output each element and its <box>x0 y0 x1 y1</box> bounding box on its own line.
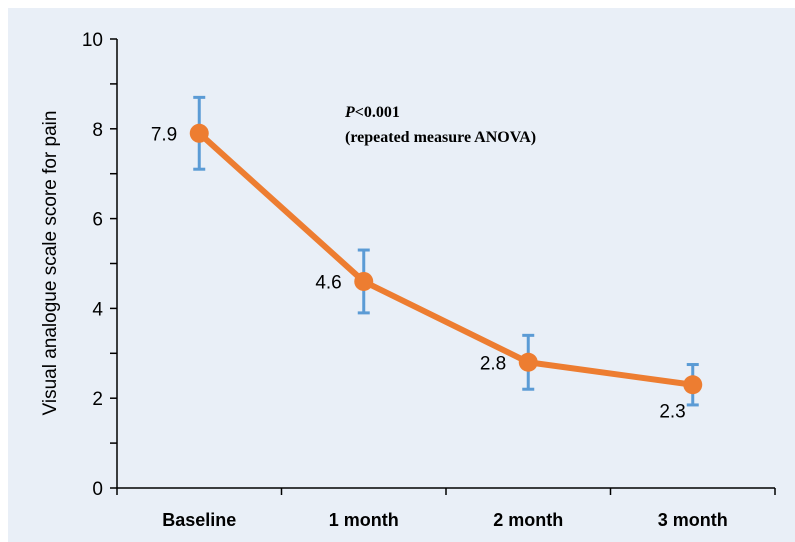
x-tick-label: Baseline <box>162 510 236 530</box>
x-tick-label: 3 month <box>658 510 728 530</box>
series <box>196 130 696 388</box>
x-tick-label: 2 month <box>493 510 563 530</box>
y-axis-label: Visual analogue scale score for pain <box>40 111 61 416</box>
y-tick-label: 8 <box>92 120 103 141</box>
data-point <box>683 375 703 395</box>
y-tick-label: 6 <box>92 210 103 231</box>
data-label: 2.3 <box>659 402 685 423</box>
annotation-line2: (repeated measure ANOVA) <box>345 129 536 146</box>
data-point <box>518 352 538 372</box>
y-tick-label: 10 <box>82 30 103 51</box>
series-line <box>196 130 696 388</box>
y-ticks: 0 2 4 6 8 10 <box>82 30 117 500</box>
p-label: P <box>344 104 355 121</box>
y-tick-label: 4 <box>92 299 103 320</box>
data-label: 7.9 <box>151 124 177 145</box>
data-point <box>189 123 209 143</box>
data-label: 2.8 <box>480 353 506 374</box>
data-point <box>354 271 374 291</box>
data-labels: 7.9 4.6 2.8 2.3 <box>151 124 686 422</box>
x-ticks: Baseline 1 month 2 month 3 month <box>116 488 776 530</box>
data-label: 4.6 <box>315 272 341 293</box>
plot-background <box>8 8 795 542</box>
x-tick-label: 1 month <box>329 510 399 530</box>
y-tick-label: 2 <box>92 389 103 410</box>
data-points <box>189 123 703 395</box>
p-value: <0.001 <box>355 104 400 121</box>
y-tick-label: 0 <box>92 479 103 500</box>
annotation-line1: P<0.001 <box>344 104 400 121</box>
